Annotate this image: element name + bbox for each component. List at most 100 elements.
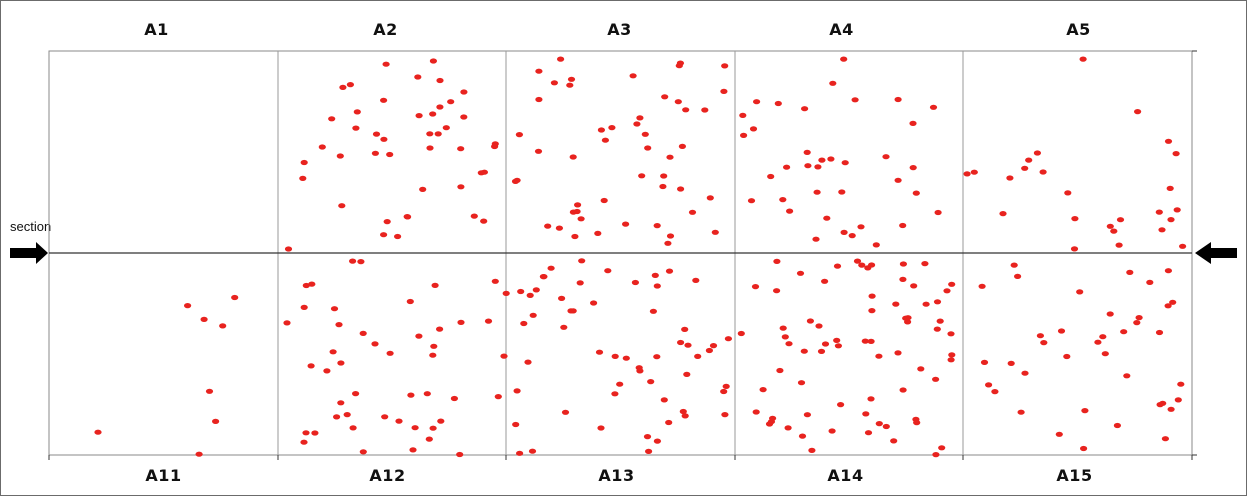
data-point <box>861 338 869 344</box>
data-point <box>840 56 848 62</box>
data-point <box>882 423 890 430</box>
data-point <box>359 449 367 455</box>
data-point <box>868 293 876 299</box>
data-point <box>532 287 540 293</box>
data-point <box>1036 333 1044 339</box>
data-point <box>1014 273 1022 279</box>
data-point <box>660 397 668 403</box>
data-point <box>681 326 689 332</box>
data-point <box>409 447 417 453</box>
data-point <box>1006 175 1014 181</box>
data-point <box>460 114 468 120</box>
data-point <box>94 429 102 435</box>
data-point <box>333 414 341 420</box>
data-point <box>706 195 714 201</box>
data-point <box>436 104 444 110</box>
data-point <box>1025 157 1033 163</box>
data-point <box>841 160 849 166</box>
data-point <box>491 141 499 147</box>
data-point <box>875 421 883 427</box>
data-point <box>372 131 381 137</box>
data-point <box>890 438 898 444</box>
data-point <box>1101 351 1109 357</box>
data-point <box>633 121 641 127</box>
data-point <box>524 359 532 365</box>
data-point <box>611 353 619 359</box>
data-point <box>679 408 687 415</box>
data-point <box>938 445 946 451</box>
top-label-a4: A4 <box>829 20 854 39</box>
data-point <box>318 144 326 150</box>
data-point <box>457 184 465 190</box>
data-point <box>767 173 775 180</box>
data-point <box>779 325 787 331</box>
data-point <box>578 258 586 264</box>
data-point <box>779 197 787 203</box>
data-point <box>827 156 835 162</box>
data-point <box>932 376 940 382</box>
data-point <box>434 131 442 137</box>
data-point <box>307 363 315 369</box>
data-point <box>534 148 543 154</box>
bottom-label-a12: A12 <box>369 466 406 485</box>
right-ticks <box>1192 50 1197 456</box>
data-point <box>724 336 733 342</box>
data-point <box>1134 109 1142 115</box>
data-point <box>1110 228 1118 234</box>
data-point <box>910 283 918 289</box>
data-point <box>721 63 729 69</box>
data-point <box>833 263 842 269</box>
data-point <box>300 439 308 445</box>
data-point <box>647 379 655 385</box>
data-point <box>868 308 876 314</box>
data-point <box>1079 56 1087 62</box>
data-point <box>513 388 521 394</box>
data-point <box>415 113 423 119</box>
data-point <box>1007 360 1015 366</box>
data-point <box>783 164 791 170</box>
data-point <box>666 233 675 239</box>
data-point <box>678 143 687 149</box>
data-point <box>597 425 605 431</box>
data-point <box>470 213 478 219</box>
data-point <box>636 368 644 374</box>
data-point <box>380 232 388 238</box>
data-point <box>868 262 876 268</box>
data-point <box>934 209 942 216</box>
data-point <box>431 282 439 288</box>
data-point <box>571 233 579 240</box>
data-point <box>569 154 577 160</box>
data-point <box>411 425 419 431</box>
data-point <box>933 326 941 332</box>
data-point <box>574 202 582 208</box>
data-point <box>797 380 806 386</box>
data-point <box>948 352 956 358</box>
data-point <box>912 190 920 196</box>
data-point <box>665 268 674 274</box>
data-point <box>875 353 883 359</box>
data-point <box>641 131 649 137</box>
data-points <box>94 56 1187 458</box>
data-point <box>380 136 388 142</box>
data-point <box>1094 339 1102 345</box>
data-point <box>425 436 433 442</box>
data-point <box>651 272 659 278</box>
data-point <box>786 208 794 214</box>
data-point <box>460 89 468 95</box>
data-point <box>674 99 682 105</box>
data-point <box>429 111 437 117</box>
data-point <box>567 76 576 82</box>
data-point <box>917 366 925 372</box>
data-point <box>1120 329 1128 335</box>
data-point <box>608 125 616 131</box>
data-point <box>661 94 669 100</box>
data-point <box>500 353 508 359</box>
data-point <box>219 323 227 329</box>
data-point <box>1116 217 1125 223</box>
data-point <box>899 387 907 393</box>
data-point <box>1021 370 1029 376</box>
data-point <box>840 229 848 235</box>
data-point <box>947 357 955 363</box>
data-point <box>999 211 1007 217</box>
data-point <box>858 262 866 268</box>
